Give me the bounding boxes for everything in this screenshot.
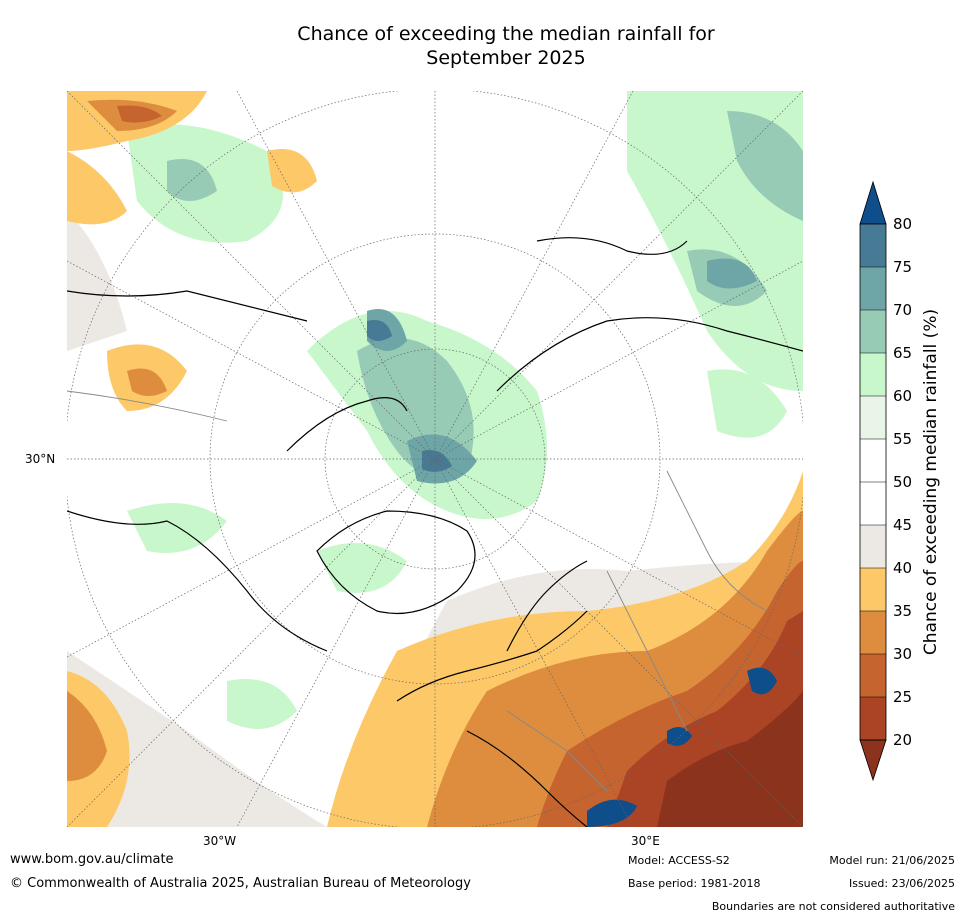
alaska-coast	[67, 290, 308, 322]
model-text: Model: ACCESS-S2	[628, 854, 730, 867]
colorbar-tick-55: 55	[893, 430, 913, 448]
colorbar-band-20-25	[860, 697, 886, 740]
colorbar-band-45-50	[860, 482, 886, 525]
rainfall-map	[67, 91, 803, 827]
colorbar-band-40-45	[860, 525, 886, 568]
greenland-coast	[316, 510, 476, 614]
band-75-80	[367, 320, 452, 472]
colorbar-band-30-35	[860, 611, 886, 654]
border-2	[666, 470, 768, 612]
north-america-coast	[67, 510, 328, 652]
country-borders	[67, 390, 768, 792]
meridian-120	[67, 260, 803, 658]
colorbar	[859, 180, 887, 782]
colorbar-tick-45: 45	[893, 516, 913, 534]
siberia-coast	[496, 317, 803, 392]
colorbar-arrow-bottom	[859, 739, 887, 782]
arctic-islands-coast	[286, 397, 408, 452]
colorbar-band-55-60	[860, 396, 886, 439]
latitude-circle-60	[324, 348, 546, 570]
colorbar-tick-20: 20	[893, 731, 913, 749]
colorbar-band-70-75	[860, 267, 886, 310]
colorbar-label-text: Chance of exceeding median rainfall (%)	[921, 308, 941, 656]
europe-coast	[396, 610, 588, 702]
east-asia-coast	[536, 237, 688, 255]
website-link[interactable]: www.bom.gov.au/climate	[10, 852, 174, 867]
colorbar-band-25-30	[860, 654, 886, 697]
colorbar-tick-35: 35	[893, 602, 913, 620]
map-svg	[67, 91, 803, 827]
colorbar-tick-60: 60	[893, 387, 913, 405]
colorbar-band-75-80	[860, 224, 886, 267]
colorbar-band-60-65	[860, 353, 886, 396]
colorbar-band-65-70	[860, 310, 886, 353]
border-3	[506, 710, 608, 792]
title-line-1: Chance of exceeding the median rainfall …	[297, 23, 715, 45]
colorbar-tick-80: 80	[893, 215, 913, 233]
scandinavia-coast	[506, 560, 588, 652]
colorbar-tick-65: 65	[893, 344, 913, 362]
longitude-label-30w: 30°W	[203, 834, 237, 848]
longitude-label-30e: 30°E	[631, 834, 660, 848]
coastlines	[67, 237, 803, 827]
disclaimer-text: Boundaries are not considered authoritat…	[711, 900, 955, 913]
latitude-label-30n: 30°N	[25, 452, 56, 466]
base-period-text: Base period: 1981-2018	[628, 877, 761, 890]
colorbar-dividers	[860, 266, 886, 698]
colorbar-band-35-40	[860, 568, 886, 611]
copyright-text: © Commonwealth of Australia 2025, Austra…	[10, 876, 471, 891]
colorbar-arrow-top	[859, 180, 887, 225]
colorbar-tick-40: 40	[893, 559, 913, 577]
colorbar-tick-75: 75	[893, 258, 913, 276]
model-run-text: Model run: 21/06/2025	[829, 854, 955, 867]
border-4	[67, 390, 228, 422]
colorbar-tick-25: 25	[893, 688, 913, 706]
border-1	[606, 570, 688, 732]
band-above-80	[587, 667, 777, 827]
title-line-2: September 2025	[426, 47, 586, 69]
band-below-20	[657, 691, 803, 827]
graticule	[67, 91, 803, 827]
chart-title: Chance of exceeding the median rainfall …	[66, 22, 946, 70]
colorbar-tick-50: 50	[893, 473, 913, 491]
colorbar-tick-70: 70	[893, 301, 913, 319]
colorbar-tick-30: 30	[893, 645, 913, 663]
issued-text: Issued: 23/06/2025	[848, 877, 955, 890]
colorbar-band-50-55	[860, 439, 886, 482]
mediterranean-coast	[466, 730, 588, 827]
